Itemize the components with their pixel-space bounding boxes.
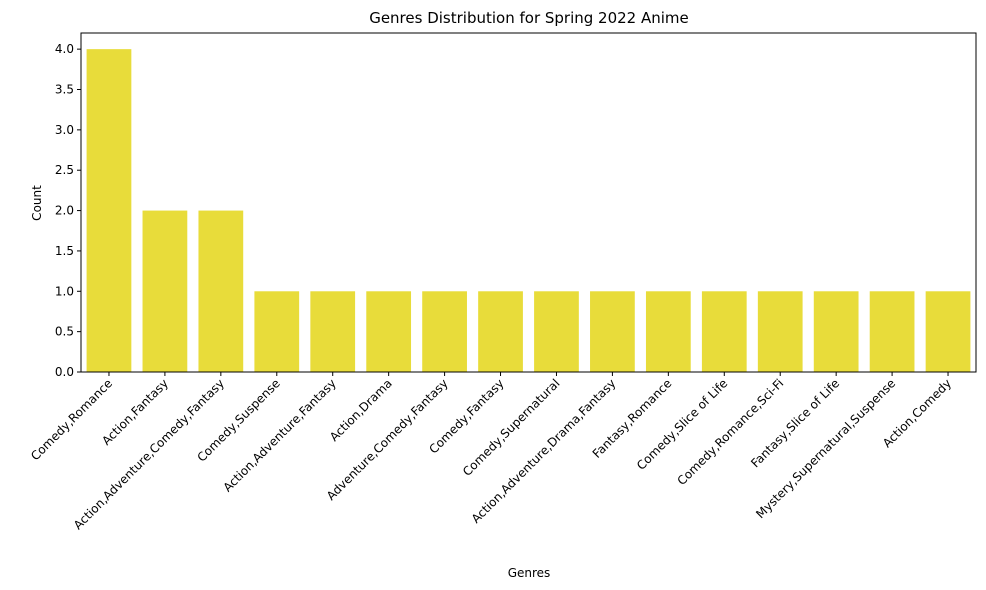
x-tick-label: Comedy,Supernatural xyxy=(460,376,563,479)
x-tick-label: Action,Adventure,Fantasy xyxy=(220,376,338,494)
bar xyxy=(925,291,971,372)
y-tick-label: 3.0 xyxy=(55,123,74,137)
x-axis-title: Genres xyxy=(508,566,551,580)
x-tick-label: Adventure,Comedy,Fantasy xyxy=(324,376,451,503)
bar xyxy=(534,291,579,372)
bar xyxy=(645,291,691,372)
y-tick-label: 2.5 xyxy=(55,163,74,177)
y-axis-title: Count xyxy=(30,185,44,221)
y-tick-label: 0.0 xyxy=(55,365,74,379)
bar xyxy=(813,291,859,372)
bar xyxy=(478,291,523,372)
y-tick-label: 2.0 xyxy=(55,204,74,218)
bar xyxy=(590,291,635,372)
y-tick-label: 4.0 xyxy=(55,42,74,56)
x-tick-label: Comedy,Romance xyxy=(28,376,115,463)
bar xyxy=(254,291,300,372)
x-tick-label: Comedy,Romance,Sci-Fi xyxy=(675,376,787,488)
x-tick-label: Comedy,Slice of Life xyxy=(634,376,730,472)
bar xyxy=(198,210,244,372)
chart-title: Genres Distribution for Spring 2022 Anim… xyxy=(369,9,689,27)
bar xyxy=(701,291,747,372)
y-tick-label: 0.5 xyxy=(55,325,74,339)
y-tick-label: 1.0 xyxy=(55,284,74,298)
plot-frame xyxy=(80,32,977,373)
bar xyxy=(869,291,915,372)
bar xyxy=(142,210,188,372)
bar xyxy=(86,49,132,373)
bar xyxy=(310,291,356,372)
y-tick-label: 3.5 xyxy=(55,83,74,97)
y-tick-label: 1.5 xyxy=(55,244,74,258)
bar xyxy=(366,291,412,372)
bar xyxy=(422,291,467,372)
bar xyxy=(757,291,803,372)
plot-area: 0.0 0.5 1.0 1.5 2.0 2.5 3.0 3.5 4.0 Comedy,Romanc… xyxy=(28,32,977,532)
